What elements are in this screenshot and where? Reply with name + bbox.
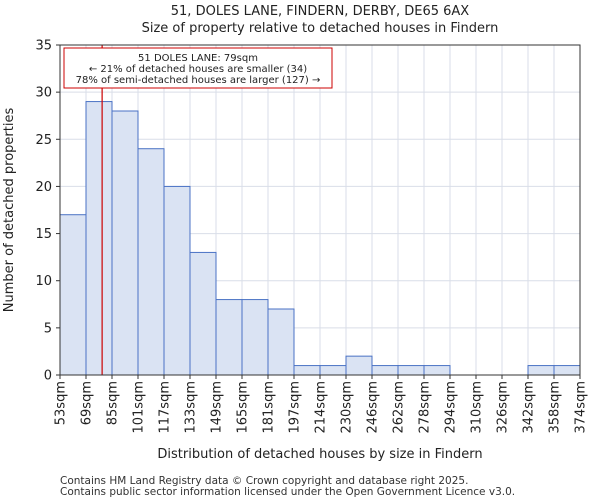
x-tick-label: 69sqm [80,381,95,425]
bar [163,185,191,376]
y-ticks: 0 5 10 15 20 25 30 35 [35,39,60,384]
x-ticks: 53sqm 69sqm 85sqm 101sqm 117sqm 133sqm 149sqm 1… [54,375,589,434]
x-tick-label: 85sqm [106,381,121,425]
x-tick-label: 326sqm [496,381,511,434]
bar [527,365,555,376]
x-tick-label: 374sqm [574,381,589,434]
bar [111,110,139,376]
bar [241,299,269,376]
bar [371,365,399,376]
x-tick-label: 117sqm [158,381,173,434]
x-tick-label: 149sqm [210,381,225,434]
x-tick-label: 181sqm [262,381,277,434]
bar [59,214,87,376]
bar [137,148,165,376]
bars [59,101,581,376]
bar [267,308,295,376]
x-tick-label: 214sqm [314,381,329,434]
annotation-box: 51 DOLES LANE: 79sqm ← 21% of detached h… [63,47,333,89]
x-tick-label: 197sqm [288,381,303,434]
x-tick-label: 165sqm [236,381,251,434]
y-tick-label: 30 [35,86,52,101]
bar [423,365,451,376]
x-tick-label: 358sqm [548,381,563,434]
y-tick-label: 5 [44,321,52,336]
y-tick-label: 0 [44,369,52,384]
bar [85,101,113,376]
x-tick-label: 133sqm [184,381,199,434]
x-tick-label: 101sqm [132,381,147,434]
bar [293,365,321,376]
y-tick-label: 15 [35,227,52,242]
bar [215,299,243,376]
bar [189,251,217,376]
annotation-line2: ← 21% of detached houses are smaller (34… [89,64,307,75]
footer-line1: Contains HM Land Registry data © Crown c… [60,475,468,487]
y-tick-label: 25 [35,133,52,148]
x-tick-label: 246sqm [366,381,381,434]
annotation-line1: 51 DOLES LANE: 79sqm [138,53,258,64]
x-tick-label: 342sqm [522,381,537,434]
bar [319,365,347,376]
y-tick-label: 10 [35,274,52,289]
bar [553,365,581,376]
x-tick-label: 278sqm [418,381,433,434]
bar [345,355,373,376]
bar [397,365,425,376]
x-tick-label: 230sqm [340,381,355,434]
annotation-rect [63,47,333,89]
x-tick-label: 53sqm [54,381,69,425]
y-tick-label: 35 [35,39,52,54]
annotation-line3: 78% of semi-detached houses are larger (… [76,75,321,86]
footer-line2: Contains public sector information licen… [60,486,515,498]
chart-title-line1: 51, DOLES LANE, FINDERN, DERBY, DE65 6AX [171,4,470,19]
x-tick-label: 310sqm [470,381,485,434]
y-tick-label: 20 [35,180,52,195]
x-tick-label: 262sqm [392,381,407,434]
x-tick-label: 294sqm [444,381,459,434]
y-axis-label: Number of detached properties [2,108,17,313]
chart-title-line2: Size of property relative to detached ho… [142,21,499,36]
x-axis-label: Distribution of detached houses by size … [157,447,482,462]
